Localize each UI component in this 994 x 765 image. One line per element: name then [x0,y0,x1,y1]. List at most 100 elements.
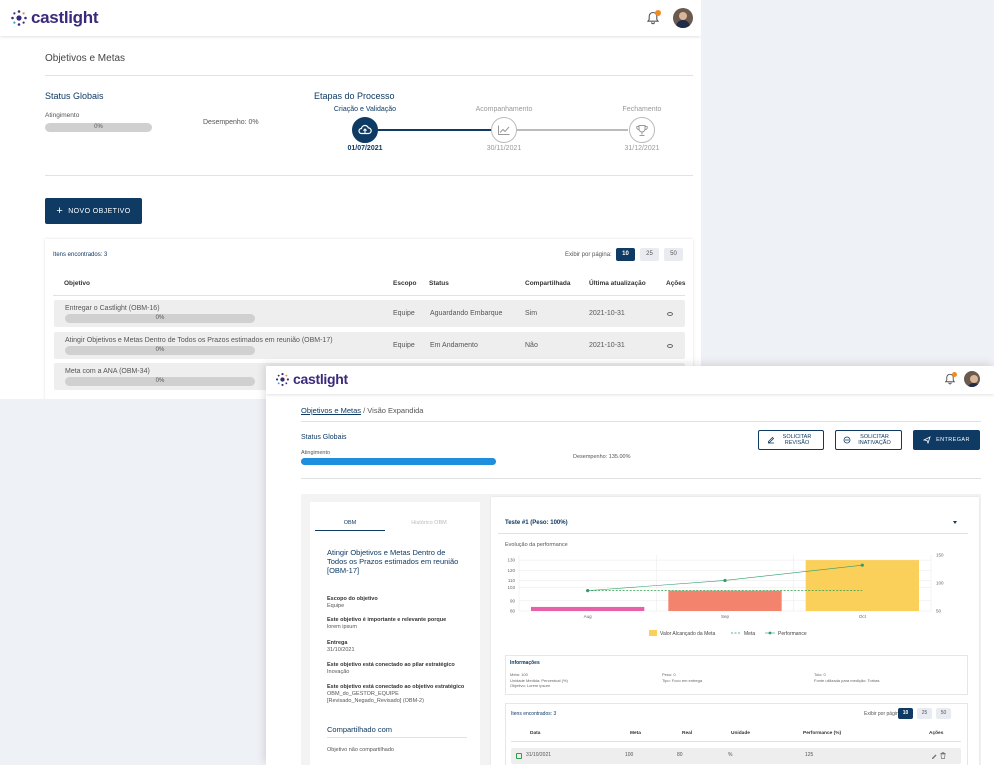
step-fechamento[interactable] [629,117,655,143]
field-label: Este objetivo está conectado ao pilar es… [327,662,455,668]
field-value: lorem ipsum [327,624,357,630]
table-row[interactable]: Atingir Objetivos e Metas Dentro de Todo… [54,332,685,359]
info-title: Informações [510,660,540,666]
row-objetivo: Entregar o Castlight (OBM-16) [65,305,160,312]
status-title: Status Globais [45,91,104,101]
objectives-window: castlight Objetivos e Metas Status Globa… [0,0,701,399]
per-page-25[interactable]: 25 [917,708,932,719]
step-criacao[interactable] [352,117,378,143]
logo-text: castlight [31,8,99,27]
x-tick-label: Sep [721,614,730,619]
field-value: Equipe [327,603,345,609]
solicitar-inativacao-button[interactable]: SOLICITAR INATIVAÇÃO [835,430,902,450]
notification-badge [655,10,661,16]
entregar-button[interactable]: ENTREGAR [913,430,980,450]
chevron-down-icon[interactable] [953,521,957,524]
col-status[interactable]: Status [429,280,449,287]
atingimento-label: Atingimento [301,450,331,456]
bell-icon[interactable] [944,373,956,385]
objective-title: Atingir Objetivos e Metas Dentro de Todo… [327,548,459,575]
col-performance[interactable]: Performance (%) [803,731,842,736]
step-label-acompanhamento: Acompanhamento [475,106,533,113]
top-bar: castlight [0,0,701,36]
legend-label-meta: Meta [744,631,755,637]
step-acompanhamento[interactable] [491,117,517,143]
page-title: Objetivos e Metas [45,53,126,64]
process-line-active [378,129,503,131]
breadcrumb-current: Visão Expandida [367,406,424,415]
process-title: Etapas do Processo [314,91,395,101]
info-col-2: Peso: 0 Tipo: Foco em entrega [662,672,702,683]
col-acoes: Ações [666,280,686,287]
solicitar-inativacao-label: SOLICITAR INATIVAÇÃO [858,434,891,446]
objective-detail-card: OBM Histórico OBM Atingir Objetivos e Me… [310,502,480,765]
row-real: 80 [677,752,683,758]
divider [53,295,685,296]
pencil-icon[interactable] [931,752,937,759]
per-page-50[interactable]: 50 [664,248,683,261]
col-data[interactable]: Data [530,731,541,736]
bar-aug [531,606,645,611]
top-bar: castlight [266,366,994,394]
performance-chart: 80 90 103 110 120 130 50 100 150 Aug Sep Oct Valor A… [507,553,944,638]
row-progress-bar: 0% [65,314,255,323]
eye-icon[interactable] [667,312,673,316]
per-page-10[interactable]: 10 [898,708,913,719]
info-tolo: Tolo: 0 [814,672,826,677]
row-compartilhada: Sim [525,310,538,317]
breadcrumb-separator: / [361,406,368,415]
per-page-label: Exibir por página: [565,252,612,258]
table-row[interactable]: Entregar o Castlight (OBM-16) 0% Equipe … [54,300,685,327]
divider [498,533,968,534]
trash-icon[interactable] [940,752,946,759]
check-icon[interactable] [516,753,522,759]
field-label: Este objetivo é importante e relevante p… [327,617,447,623]
shared-value: Objetivo não compartilhado [327,747,394,753]
table-row[interactable]: 31/10/2021 100 80 % 125 [511,748,961,764]
desempenho-text: Desempenho: 135.00% [573,454,631,460]
breadcrumb-link-objetivos[interactable]: Objetivos e Metas [301,406,362,415]
castlight-logo-mark [11,10,27,26]
info-meta: Meta: 100 [510,672,528,677]
measurements-table: Itens encontrados: 3 Exibir por página: … [505,703,968,765]
shared-title: Compartilhado com [327,725,393,734]
step-label-fechamento: Fechamento [622,106,662,113]
row-atualizacao: 2021-10-31 [589,310,625,317]
tab-historico[interactable]: Histórico OBM [411,520,447,526]
col-meta[interactable]: Meta [630,731,641,736]
castlight-logo[interactable]: castlight [275,371,348,387]
row-meta: 100 [625,752,634,758]
y2-tick-label: 100 [936,581,944,586]
col-compartilhada[interactable]: Compartilhada [525,280,571,287]
atingimento-bar-fill [301,458,496,465]
col-acoes: Ações [929,731,944,736]
eye-icon[interactable] [667,344,673,348]
col-objetivo[interactable]: Objetivo [64,280,91,287]
col-escopo[interactable]: Escopo [393,280,417,287]
y2-tick-label: 50 [936,609,942,614]
info-objetivo: Objetivo: Lorem ipsum [510,683,551,688]
y2-tick-label: 150 [936,553,944,558]
divider [45,75,693,76]
new-objective-button[interactable]: + NOVO OBJETIVO [45,198,142,224]
col-real[interactable]: Real [682,731,693,736]
solicitar-revisao-button[interactable]: SOLICITAR REVISÃO [758,430,824,450]
user-avatar[interactable] [673,8,693,28]
tab-obm[interactable]: OBM [343,520,357,526]
col-ultima-atualizacao[interactable]: Última atualização [589,280,646,287]
performance-point [723,578,727,583]
tab-obm-underline [315,530,385,531]
step-label-criacao: Criação e Validação [333,106,397,113]
castlight-logo[interactable]: castlight [10,8,99,28]
plus-icon: + [56,205,64,217]
field-label: Entrega [327,640,348,646]
y-tick-label: 130 [507,558,515,563]
col-unidade[interactable]: Unidade [731,731,750,736]
per-page-50[interactable]: 50 [936,708,951,719]
divider [45,175,693,176]
row-escopo: Equipe [393,342,415,349]
per-page-10[interactable]: 10 [616,248,635,261]
per-page-25[interactable]: 25 [640,248,659,261]
user-avatar[interactable] [964,371,980,387]
row-objetivo: Meta com a ANA (OBM-34) [65,368,150,375]
